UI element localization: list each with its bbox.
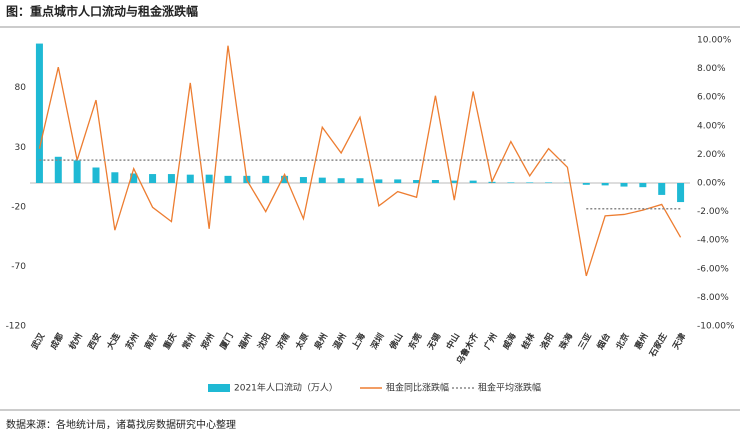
line bbox=[38, 45, 682, 277]
bar bbox=[431, 180, 439, 183]
x-tick-label: 西安 bbox=[86, 331, 104, 352]
bar bbox=[507, 182, 515, 183]
bar bbox=[224, 175, 232, 183]
source-note: 数据来源：各地统计局，诸葛找房数据研究中心整理 bbox=[6, 418, 236, 431]
bar bbox=[469, 180, 477, 183]
x-tick-label: 深圳 bbox=[369, 331, 387, 351]
legend-swatch bbox=[208, 384, 230, 392]
x-tick-label: 杭州 bbox=[67, 331, 85, 351]
x-tick-label: 天津 bbox=[670, 331, 688, 352]
bar bbox=[639, 183, 647, 188]
x-tick-label: 福州 bbox=[236, 331, 255, 352]
chart-title: 图：重点城市人口流动与租金涨跌幅 bbox=[6, 4, 198, 19]
bar bbox=[318, 177, 326, 183]
x-tick-label: 石家庄 bbox=[647, 331, 670, 360]
bar bbox=[167, 174, 175, 183]
bar bbox=[205, 174, 213, 183]
x-tick-label: 大连 bbox=[105, 331, 123, 352]
y2-tick-label: 10.00% bbox=[697, 36, 732, 46]
x-tick-label: 温州 bbox=[331, 331, 349, 351]
bar bbox=[35, 43, 43, 184]
x-tick-label: 郑州 bbox=[199, 331, 217, 351]
bar bbox=[262, 175, 270, 183]
y2-tick-label: 0.00% bbox=[697, 179, 726, 189]
x-tick-label: 南京 bbox=[142, 331, 160, 352]
x-tick-label: 桂林 bbox=[519, 331, 538, 353]
bar bbox=[601, 183, 609, 186]
x-tick-label: 无锡 bbox=[425, 331, 444, 353]
bar bbox=[413, 180, 421, 183]
bar bbox=[394, 179, 402, 183]
y2-tick-label: -6.00% bbox=[697, 264, 729, 274]
bar bbox=[545, 182, 553, 183]
x-tick-label: 常州 bbox=[180, 331, 198, 351]
x-tick-label: 佛山 bbox=[387, 331, 406, 352]
bar bbox=[337, 178, 345, 183]
x-tick-label: 洛阳 bbox=[538, 331, 556, 351]
x-tick-label: 太原 bbox=[293, 331, 312, 353]
x-tick-label: 沈阳 bbox=[255, 331, 273, 351]
x-tick-label: 武汉 bbox=[29, 331, 47, 352]
x-tick-label: 厦门 bbox=[218, 331, 236, 351]
bar bbox=[526, 182, 534, 183]
x-tick-label: 三亚 bbox=[577, 331, 594, 351]
x-tick-label: 烟台 bbox=[595, 331, 613, 352]
x-tick-label: 惠州 bbox=[633, 331, 651, 351]
bar bbox=[73, 160, 81, 183]
y2-tick-label: -8.00% bbox=[697, 293, 729, 303]
bar bbox=[186, 174, 194, 183]
bar bbox=[130, 173, 138, 183]
x-tick-label: 珠海 bbox=[557, 331, 575, 352]
bar bbox=[677, 183, 685, 203]
x-tick-label: 威海 bbox=[500, 331, 519, 353]
y2-tick-label: -10.00% bbox=[697, 322, 735, 332]
bar bbox=[620, 183, 628, 187]
x-tick-label: 广州 bbox=[482, 331, 500, 351]
bar bbox=[149, 174, 157, 183]
bar bbox=[375, 179, 383, 183]
y2-tick-label: 2.00% bbox=[697, 150, 726, 160]
bar bbox=[54, 156, 62, 183]
x-tick-label: 上海 bbox=[350, 331, 368, 352]
x-tick-label: 苏州 bbox=[123, 331, 141, 351]
y-tick-label: -70 bbox=[11, 262, 26, 272]
legend-label: 租金同比涨跌幅 bbox=[386, 382, 449, 394]
bar bbox=[450, 180, 458, 183]
y-tick-label: 80 bbox=[15, 83, 27, 93]
y2-tick-label: 8.00% bbox=[697, 64, 726, 74]
x-tick-label: 北京 bbox=[614, 331, 632, 352]
x-tick-label: 东莞 bbox=[406, 331, 424, 352]
x-tick-label: 泉州 bbox=[312, 331, 331, 352]
legend-label: 租金平均涨跌幅 bbox=[478, 382, 541, 394]
bar bbox=[111, 172, 119, 183]
x-tick-label: 重庆 bbox=[161, 331, 179, 352]
bar bbox=[582, 183, 590, 185]
y2-tick-label: -2.00% bbox=[697, 207, 729, 217]
bar bbox=[92, 167, 100, 183]
y-tick-label: -20 bbox=[11, 202, 26, 212]
x-tick-label: 成都 bbox=[48, 331, 66, 352]
bar bbox=[658, 183, 666, 195]
y-tick-label: 30 bbox=[15, 143, 27, 153]
y2-tick-label: -4.00% bbox=[697, 236, 729, 246]
x-tick-label: 中山 bbox=[444, 331, 462, 351]
y2-tick-label: 4.00% bbox=[697, 121, 726, 131]
y-tick-label: -120 bbox=[6, 322, 27, 332]
bar bbox=[356, 178, 364, 183]
bar bbox=[281, 175, 289, 183]
bar bbox=[299, 177, 307, 183]
x-tick-label: 济南 bbox=[274, 331, 292, 352]
legend-label: 2021年人口流动（万人） bbox=[234, 382, 338, 394]
y2-tick-label: 6.00% bbox=[697, 93, 726, 103]
